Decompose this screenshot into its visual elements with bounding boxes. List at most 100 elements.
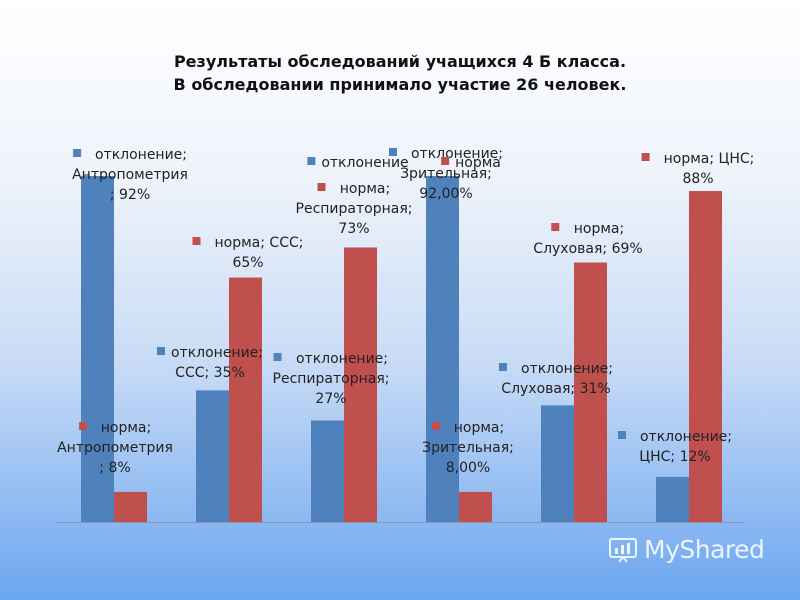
data-label-line: ЦНС; 12% xyxy=(618,447,732,467)
data-label-line: 27% xyxy=(273,389,390,409)
watermark: MyShared xyxy=(608,535,765,564)
data-label-line: ССС; 35% xyxy=(157,363,263,383)
legend-marker xyxy=(273,353,282,361)
data-label-text: отклонение; xyxy=(410,146,504,162)
overlay-label-text: отклонение xyxy=(321,155,409,171)
data-label-text: норма; xyxy=(100,420,152,436)
data-label-line: 73% xyxy=(296,219,413,239)
data-label-deviation-4: отклонение; Слуховая; 31% xyxy=(498,359,614,399)
legend-marker xyxy=(317,183,326,191)
data-label-text: отклонение; xyxy=(295,351,389,367)
bar-deviation-5 xyxy=(656,476,689,522)
data-label-norm-3: норма; Зрительная; 8,00% xyxy=(422,418,514,478)
data-label-line: Зрительная; xyxy=(422,438,514,458)
bar-norm-2 xyxy=(344,247,377,522)
data-label-line: отклонение; xyxy=(72,145,188,165)
data-label-line: отклонение; xyxy=(617,427,733,447)
myshared-logo-icon xyxy=(609,538,637,563)
bar-norm-0 xyxy=(114,491,147,522)
data-label-text: отклонение; xyxy=(170,345,264,361)
data-label-text: норма; xyxy=(453,420,505,436)
data-label-norm-0: норма; Антропометрия ; 8% xyxy=(57,418,173,478)
data-label-line: Респираторная; xyxy=(296,199,413,219)
data-label-text: 88% xyxy=(682,171,714,187)
data-label-line: Слуховая; 69% xyxy=(533,239,642,259)
legend-marker xyxy=(78,422,87,430)
data-label-line: норма; ССС; xyxy=(192,233,303,253)
data-label-line: норма; xyxy=(422,418,514,438)
data-label-text: ; 92% xyxy=(109,187,151,203)
data-label-deviation-2: отклонение; Респираторная; 27% xyxy=(273,349,390,409)
legend-marker xyxy=(641,153,650,161)
data-label-text: Зрительная; xyxy=(422,440,514,456)
data-label-deviation-5: отклонение; ЦНС; 12% xyxy=(617,427,733,467)
data-label-line: отклонение; xyxy=(498,359,614,379)
data-label-text: Антропометрия xyxy=(72,167,188,183)
bar-norm-4 xyxy=(574,262,607,522)
data-label-norm-5: норма; ЦНС; 88% xyxy=(641,149,755,189)
data-label-text: норма; xyxy=(573,221,625,237)
watermark-text: MyShared xyxy=(644,535,765,564)
bar-deviation-2 xyxy=(311,420,344,522)
data-label-text: Респираторная; xyxy=(295,201,413,217)
chart-title-line-2: В обследовании принимало участие 26 чело… xyxy=(173,75,627,94)
data-label-text: ССС; 35% xyxy=(175,365,245,381)
legend-marker xyxy=(498,363,507,371)
data-label-line: 65% xyxy=(193,253,304,273)
legend-marker xyxy=(156,347,165,355)
data-label-line: норма; xyxy=(296,179,413,199)
data-label-deviation-1: отклонение; ССС; 35% xyxy=(156,343,264,383)
legend-marker xyxy=(551,223,560,231)
data-label-text: Зрительная; xyxy=(400,166,492,182)
legend-marker xyxy=(431,422,440,430)
data-label-line: 88% xyxy=(642,169,755,189)
bar-deviation-4 xyxy=(541,405,574,522)
data-label-line: ; 92% xyxy=(72,185,188,205)
data-label-text: отклонение; xyxy=(520,361,614,377)
chart-title: Результаты обследований учащихся 4 Б кла… xyxy=(0,50,800,96)
data-label-norm-4: норма; Слуховая; 69% xyxy=(533,219,642,259)
bar-norm-3 xyxy=(459,491,492,522)
data-label-text: отклонение; xyxy=(639,429,733,445)
data-label-text: ; 8% xyxy=(99,460,131,476)
data-label-norm-2: норма; Респираторная; 73% xyxy=(296,179,413,239)
data-label-text: норма; ЦНС; xyxy=(663,151,755,167)
data-label-text: Респираторная; xyxy=(272,371,390,387)
data-label-line: ; 8% xyxy=(57,458,173,478)
data-label-line: Зрительная; xyxy=(389,164,503,184)
chart-title-line-1: Результаты обследований учащихся 4 Б кла… xyxy=(173,52,627,71)
data-label-line: Респираторная; xyxy=(273,369,390,389)
legend-marker xyxy=(441,157,450,165)
bar-deviation-3 xyxy=(426,176,459,522)
data-label-line: Слуховая; 31% xyxy=(499,379,613,399)
data-label-text: Слуховая; 69% xyxy=(533,241,643,257)
bar-deviation-0 xyxy=(81,176,114,522)
data-label-text: Антропометрия xyxy=(57,440,173,456)
legend-marker xyxy=(192,237,201,245)
legend-marker xyxy=(388,148,397,156)
data-label-text: 73% xyxy=(338,221,370,237)
data-label-line: отклонение; xyxy=(156,343,264,363)
overlay-label-0: отклонение xyxy=(307,153,409,173)
data-label-text: отклонение; xyxy=(94,147,188,163)
data-label-deviation-3: отклонение; Зрительная; 92,00% xyxy=(388,144,504,204)
data-label-line: норма; xyxy=(57,418,173,438)
data-label-text: ЦНС; 12% xyxy=(639,449,711,465)
data-label-text: 27% xyxy=(315,391,347,407)
data-label-text: норма; xyxy=(339,181,391,197)
legend-marker xyxy=(72,149,81,157)
data-label-text: 92,00% xyxy=(419,186,473,202)
data-label-line: отклонение; xyxy=(273,349,390,369)
data-label-line: норма; ЦНС; xyxy=(641,149,755,169)
data-label-text: 65% xyxy=(232,255,264,271)
bar-deviation-1 xyxy=(196,390,229,522)
data-label-line: Антропометрия xyxy=(72,165,188,185)
data-label-norm-1: норма; ССС; 65% xyxy=(192,233,304,273)
data-label-line: 92,00% xyxy=(389,184,503,204)
data-label-line: отклонение; xyxy=(388,144,504,164)
overlay-label-1: норма xyxy=(441,153,501,173)
bar-norm-1 xyxy=(229,277,262,522)
data-label-text: Слуховая; 31% xyxy=(501,381,611,397)
data-label-text: 8,00% xyxy=(445,460,491,476)
